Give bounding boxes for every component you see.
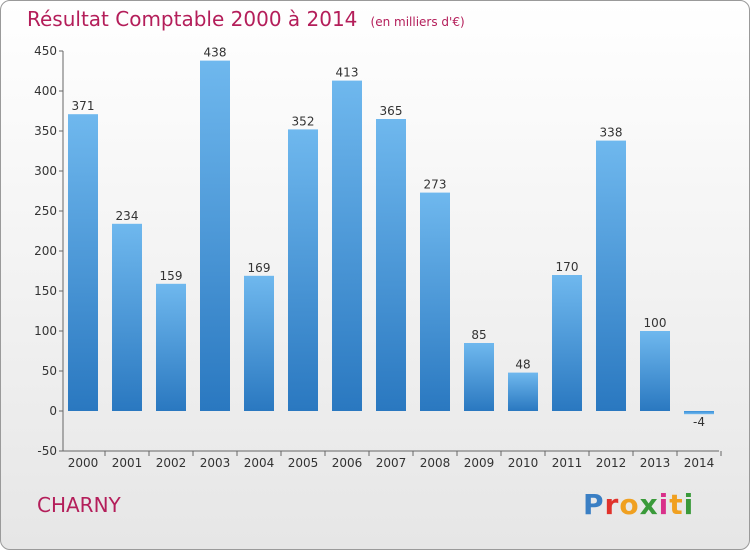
proxiti-logo: Proxiti (583, 488, 694, 521)
logo-letter: i (683, 488, 695, 521)
y-tick-label: 350 (34, 124, 57, 138)
x-tick-label-2014: 2014 (684, 456, 715, 470)
bar-2014 (684, 411, 714, 415)
y-tick-label: -50 (37, 444, 57, 458)
logo-letter: t (669, 488, 684, 521)
x-tick-label-2008: 2008 (420, 456, 451, 470)
town-name: CHARNY (37, 493, 121, 517)
y-tick-label: 50 (42, 364, 57, 378)
y-tick-label: 300 (34, 164, 57, 178)
x-tick-label-2005: 2005 (288, 456, 319, 470)
x-tick-label-2007: 2007 (376, 456, 407, 470)
value-label-2006: 413 (336, 66, 359, 80)
x-tick-label-2001: 2001 (112, 456, 143, 470)
bar-2002 (156, 283, 186, 411)
bar-2001 (112, 223, 142, 411)
value-label-2005: 352 (292, 114, 315, 128)
x-tick-label-2010: 2010 (508, 456, 539, 470)
logo-letter: i (658, 488, 670, 521)
y-tick-label: 150 (34, 284, 57, 298)
value-label-2007: 365 (380, 104, 403, 118)
bar-2008 (420, 192, 450, 411)
bar-2012 (596, 140, 626, 411)
value-label-2011: 170 (556, 260, 579, 274)
y-tick-label: 200 (34, 244, 57, 258)
value-label-2010: 48 (515, 358, 530, 372)
logo-letter: r (604, 488, 620, 521)
x-tick-label-2002: 2002 (156, 456, 187, 470)
x-tick-label-2013: 2013 (640, 456, 671, 470)
bar-2003 (200, 60, 230, 411)
x-tick-label-2003: 2003 (200, 456, 231, 470)
x-tick-label-2009: 2009 (464, 456, 495, 470)
value-label-2013: 100 (644, 316, 667, 330)
value-label-2008: 273 (424, 178, 447, 192)
value-label-2014: -4 (693, 415, 705, 429)
value-label-2012: 338 (600, 126, 623, 140)
bar-2005 (288, 129, 318, 411)
x-tick-label-2004: 2004 (244, 456, 275, 470)
logo-letter: o (619, 488, 640, 521)
x-tick-label-2011: 2011 (552, 456, 583, 470)
logo-letter: x (639, 488, 659, 521)
value-label-2004: 169 (248, 261, 271, 275)
y-tick-label: 0 (49, 404, 57, 418)
x-tick-label-2006: 2006 (332, 456, 363, 470)
y-tick-label: 400 (34, 84, 57, 98)
bar-2006 (332, 80, 362, 411)
bar-2009 (464, 343, 494, 411)
bar-2004 (244, 275, 274, 411)
x-tick-label-2000: 2000 (68, 456, 99, 470)
value-label-2003: 438 (204, 46, 227, 60)
chart-unit: (en milliers d'€) (370, 15, 465, 29)
x-tick-label-2012: 2012 (596, 456, 627, 470)
bar-2011 (552, 275, 582, 411)
axes: -50 0 50 100 150 200 250 300 350 400 450 2000 2001 20… (34, 44, 722, 470)
logo-letter: P (583, 488, 605, 521)
value-label-2009: 85 (471, 328, 486, 342)
y-tick-label: 100 (34, 324, 57, 338)
bar-2007 (376, 119, 406, 411)
bar-2000 (68, 114, 98, 411)
y-tick-label: 450 (34, 44, 57, 58)
title-row: Résultat Comptable 2000 à 2014 (en milli… (27, 7, 465, 31)
chart-title: Résultat Comptable 2000 à 2014 (27, 7, 358, 31)
bars (68, 60, 714, 415)
y-tick-label: 250 (34, 204, 57, 218)
bar-2013 (640, 331, 670, 411)
value-labels: 371 234 159 438 169 352 413 365 273 85 48 170 338 100… (72, 46, 705, 429)
bar-2010 (508, 372, 538, 411)
value-label-2001: 234 (116, 209, 139, 223)
value-label-2002: 159 (160, 269, 183, 283)
value-label-2000: 371 (72, 99, 95, 113)
